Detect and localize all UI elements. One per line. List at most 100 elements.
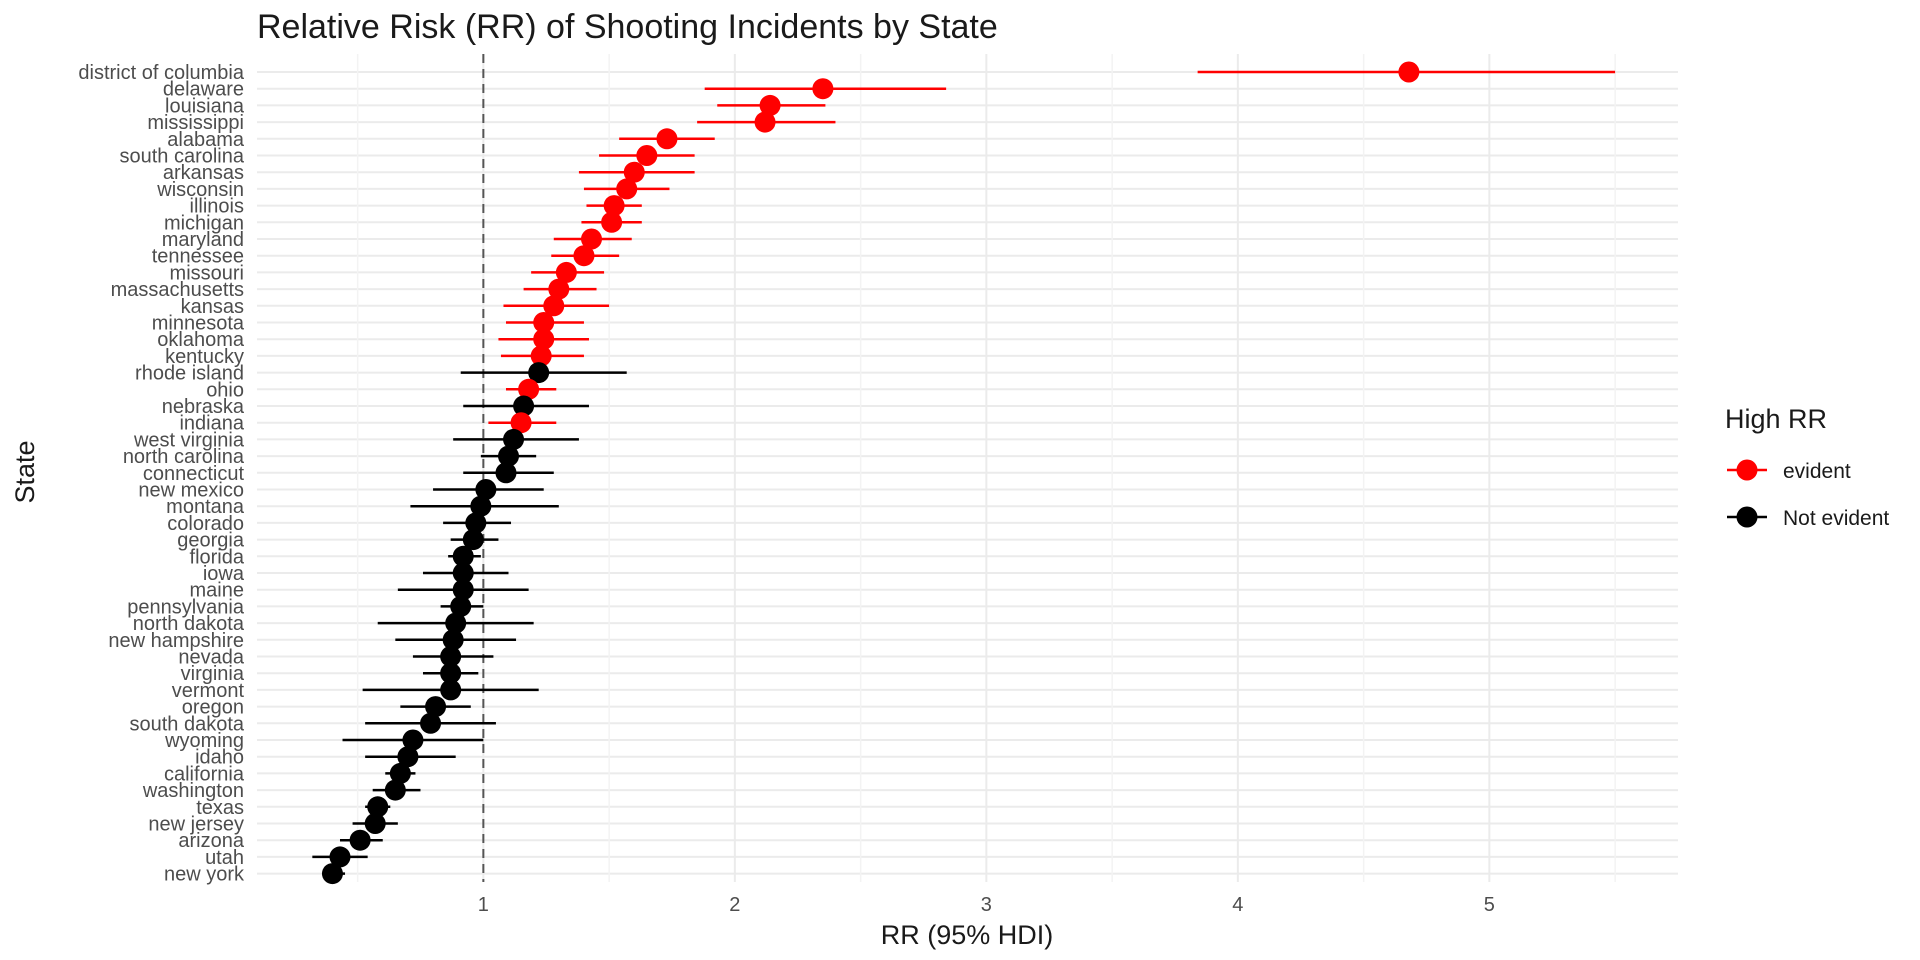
state-label: connecticut: [143, 463, 245, 485]
data-point: [555, 261, 577, 283]
x-tick-labels: 1 2 3 4 5: [478, 894, 1495, 916]
data-point: [384, 779, 406, 801]
state-label: california: [164, 763, 245, 785]
data-point: [503, 428, 525, 450]
data-point: [623, 161, 645, 183]
data-point: [420, 712, 442, 734]
state-label: iowa: [203, 563, 245, 585]
state-label: oklahoma: [157, 329, 245, 351]
state-label: west virginia: [133, 429, 245, 451]
state-label: mississippi: [147, 112, 244, 134]
data-point: [452, 545, 474, 567]
data-point: [530, 345, 552, 367]
state-label: nevada: [178, 647, 244, 669]
state-label: nebraska: [162, 396, 245, 418]
state-label: virginia: [181, 663, 245, 685]
data-point: [533, 312, 555, 333]
state-label: michigan: [164, 212, 244, 234]
state-label: north dakota: [133, 613, 245, 635]
legend-label: Not evident: [1783, 507, 1889, 530]
data-marks: [312, 61, 1616, 885]
state-label: georgia: [177, 530, 245, 552]
data-point: [759, 94, 781, 116]
state-label: tennessee: [152, 246, 244, 268]
state-label: pennsylvania: [127, 596, 245, 618]
x-tick-label: 3: [981, 894, 992, 916]
state-label: new mexico: [138, 480, 244, 502]
data-point: [543, 295, 565, 317]
state-label: new york: [164, 864, 245, 886]
data-point: [440, 679, 462, 701]
data-point: [616, 178, 638, 200]
state-label: illinois: [190, 196, 244, 218]
state-label: new jersey: [148, 814, 244, 836]
state-label: missouri: [170, 262, 244, 284]
data-point: [636, 145, 658, 166]
state-label: idaho: [195, 747, 244, 769]
state-label: arizona: [178, 830, 244, 852]
state-label: minnesota: [152, 313, 245, 335]
data-point: [389, 762, 411, 784]
data-point: [1398, 61, 1420, 83]
data-point: [349, 829, 371, 851]
data-point: [475, 479, 497, 500]
data-point: [533, 328, 555, 350]
state-label: colorado: [167, 513, 244, 535]
state-label: utah: [205, 847, 244, 869]
state-label: florida: [190, 546, 245, 568]
state-label: kentucky: [165, 346, 244, 368]
state-label: south dakota: [129, 713, 244, 735]
data-point: [548, 278, 570, 300]
data-point: [440, 662, 462, 684]
data-point: [470, 495, 492, 517]
data-point: [425, 696, 447, 718]
data-point: [442, 629, 464, 651]
x-tick-label: 1: [478, 894, 489, 916]
state-label: alabama: [167, 129, 245, 151]
state-label: south carolina: [119, 146, 244, 168]
legend-title: High RR: [1725, 404, 1827, 434]
state-label: maryland: [162, 229, 244, 251]
state-label: washington: [142, 780, 244, 802]
data-point: [364, 813, 386, 834]
state-label: montana: [166, 496, 245, 518]
data-point: [528, 362, 550, 384]
data-point: [465, 512, 487, 534]
data-point: [367, 796, 389, 818]
data-point: [445, 612, 467, 634]
x-axis-title: RR (95% HDI): [881, 920, 1054, 950]
y-axis-title: State: [10, 440, 40, 503]
state-label: wisconsin: [156, 179, 244, 201]
data-point: [754, 111, 776, 133]
data-point: [601, 211, 623, 233]
data-point: [321, 863, 343, 885]
legend-label: evident: [1783, 460, 1851, 483]
legend-key-point: [1736, 506, 1758, 528]
state-label: indiana: [179, 413, 244, 435]
state-labels: district of columbiadelawarelouisianamis…: [78, 62, 245, 886]
data-point: [603, 195, 625, 217]
data-point: [402, 729, 424, 751]
state-label: wyoming: [164, 730, 244, 752]
data-point: [812, 78, 834, 100]
state-label: north carolina: [123, 446, 245, 468]
state-label: new hampshire: [108, 630, 244, 652]
data-point: [450, 595, 472, 617]
chart-title: Relative Risk (RR) of Shooting Incidents…: [257, 8, 998, 46]
x-tick-label: 5: [1484, 894, 1495, 916]
x-tick-label: 4: [1232, 894, 1243, 916]
state-label: delaware: [163, 79, 244, 101]
data-point: [518, 378, 540, 400]
state-label: kansas: [181, 296, 244, 318]
legend: High RR evident Not evident: [1725, 404, 1889, 530]
state-label: arkansas: [163, 162, 244, 184]
data-point: [462, 529, 484, 551]
data-point: [397, 746, 419, 768]
data-point: [510, 412, 532, 434]
data-point: [498, 445, 520, 467]
data-point: [452, 579, 474, 601]
data-point: [329, 846, 351, 868]
data-point: [656, 128, 678, 150]
grid: [257, 54, 1678, 882]
